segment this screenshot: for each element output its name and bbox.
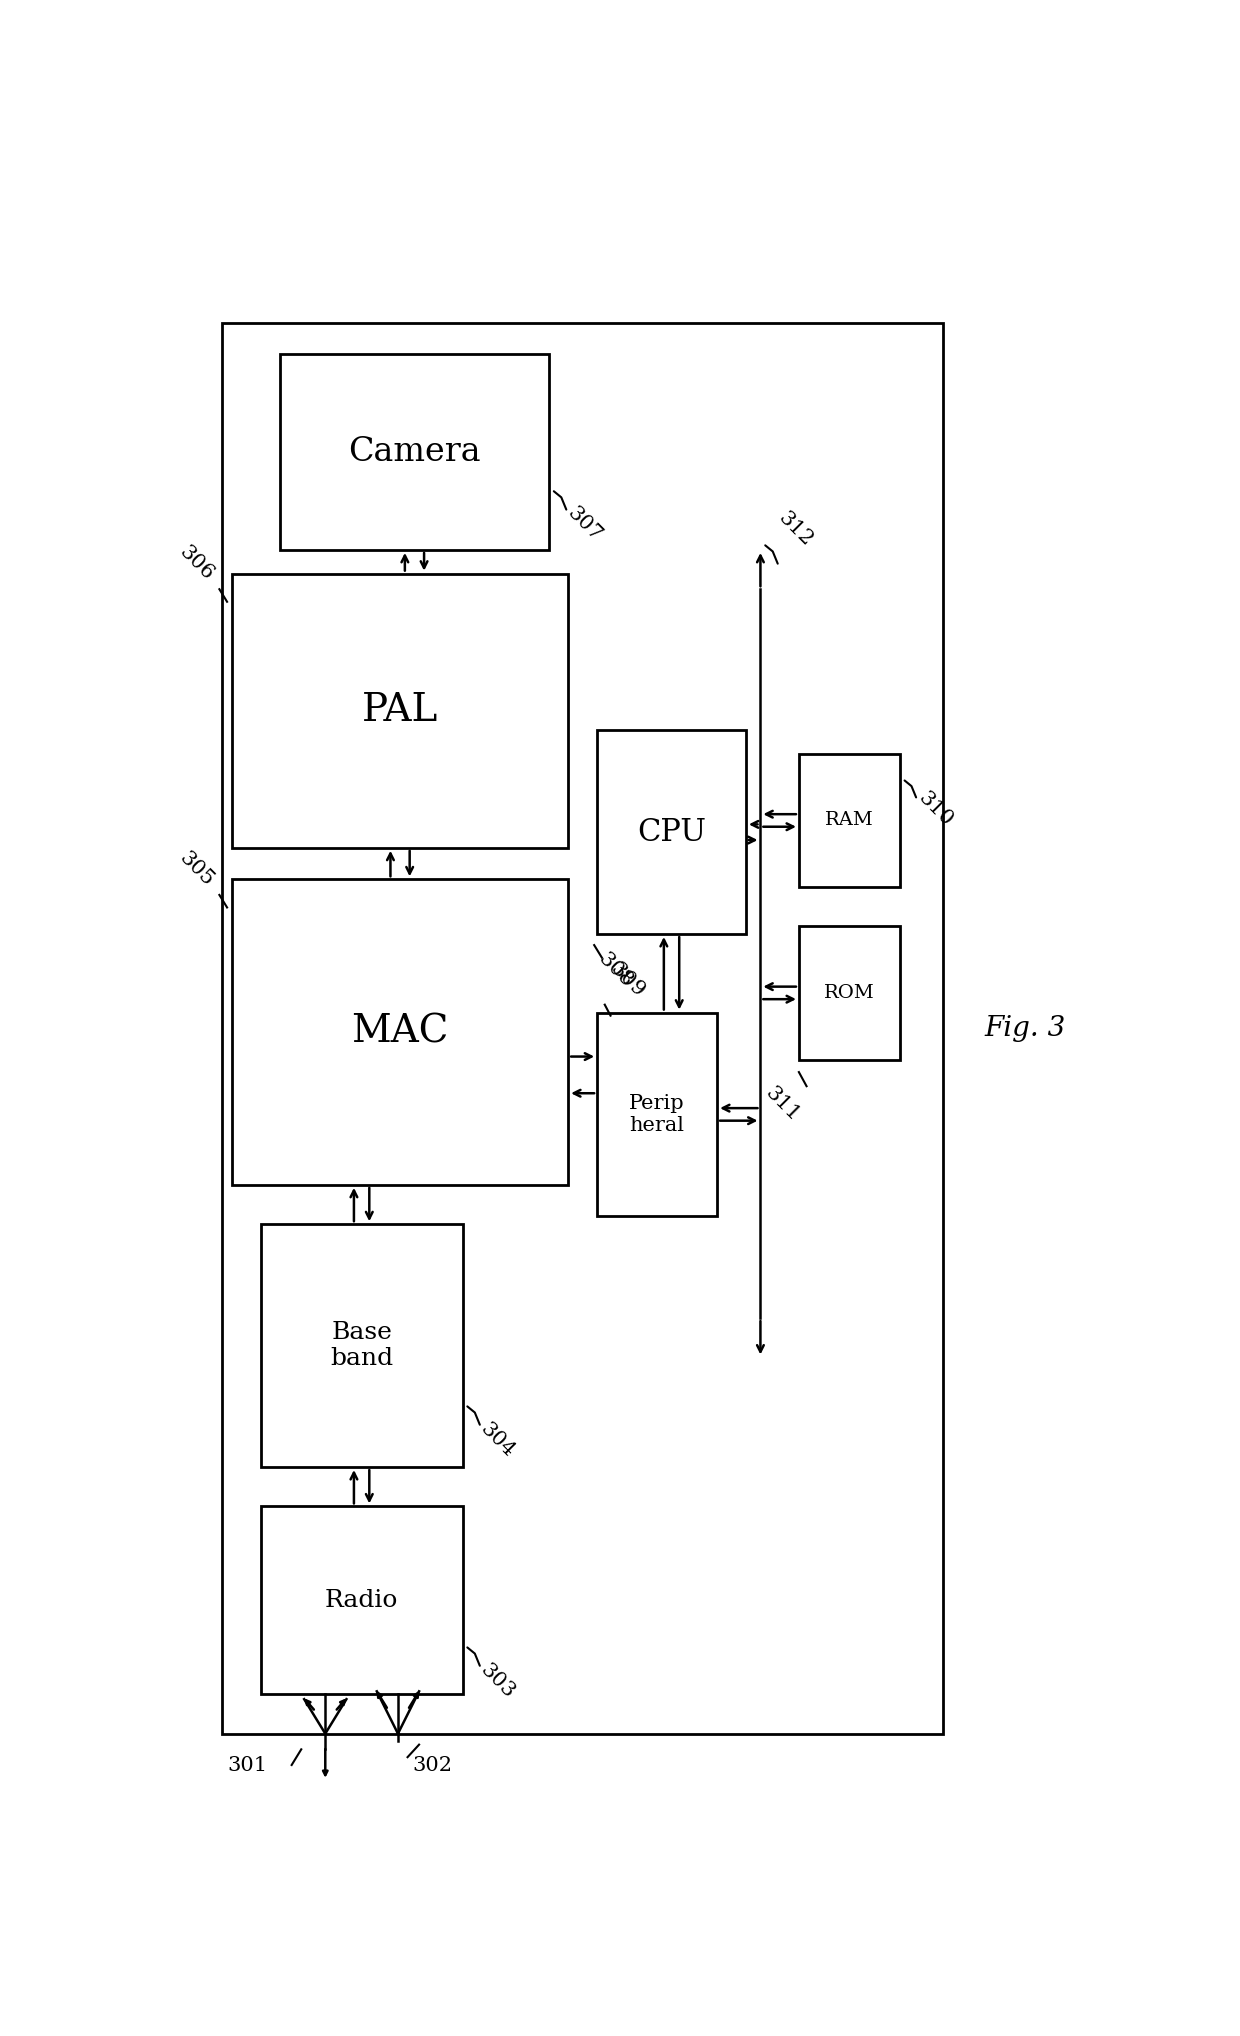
Text: ROM: ROM — [823, 983, 874, 1002]
Text: 308: 308 — [594, 949, 636, 992]
Text: Perip
heral: Perip heral — [630, 1093, 684, 1134]
Text: Base
band: Base band — [330, 1321, 393, 1370]
Text: Fig. 3: Fig. 3 — [985, 1014, 1065, 1042]
Text: 310: 310 — [914, 788, 956, 831]
Bar — [260, 1224, 463, 1468]
Bar — [596, 1012, 717, 1215]
Bar — [222, 322, 942, 1735]
Bar — [232, 880, 568, 1185]
Bar — [232, 574, 568, 847]
Text: 304: 304 — [477, 1419, 518, 1460]
Bar — [799, 753, 900, 888]
Bar — [260, 1507, 463, 1694]
Text: 305: 305 — [176, 849, 217, 890]
Text: RAM: RAM — [825, 812, 874, 829]
Bar — [280, 354, 549, 550]
Text: 312: 312 — [775, 509, 817, 550]
Text: 301: 301 — [227, 1755, 268, 1775]
Bar — [799, 926, 900, 1059]
Text: 303: 303 — [477, 1659, 518, 1702]
Text: 306: 306 — [176, 544, 217, 584]
Text: Camera: Camera — [348, 436, 481, 468]
Text: 302: 302 — [413, 1755, 453, 1775]
Text: Radio: Radio — [325, 1588, 398, 1613]
Bar — [596, 731, 746, 935]
Text: 307: 307 — [563, 503, 605, 546]
Text: 311: 311 — [761, 1083, 804, 1124]
Text: MAC: MAC — [351, 1014, 449, 1051]
Text: 309: 309 — [606, 959, 649, 1002]
Text: PAL: PAL — [362, 692, 438, 729]
Text: CPU: CPU — [637, 816, 706, 847]
